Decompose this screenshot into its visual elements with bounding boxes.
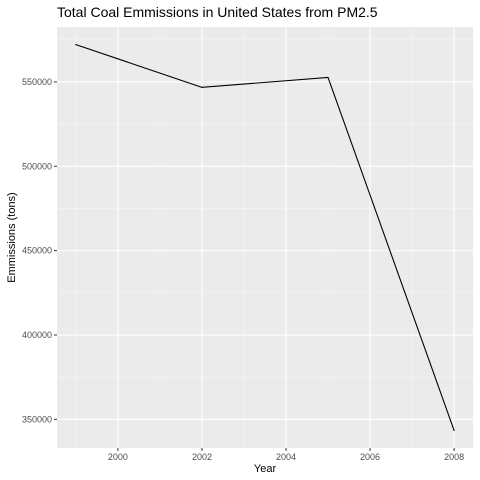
y-axis: 350000 400000 450000 500000 550000: [22, 77, 57, 424]
minor-grid: [57, 27, 473, 448]
y-tick-label: 550000: [22, 77, 52, 87]
y-tick-label: 350000: [22, 414, 52, 424]
data-point: [75, 44, 77, 46]
emissions-line: [75, 44, 455, 431]
x-tick-label: 2000: [108, 452, 128, 462]
x-tick-label: 2006: [360, 452, 380, 462]
data-point: [453, 429, 455, 431]
y-tick-label: 500000: [22, 161, 52, 171]
data-point: [327, 76, 329, 79]
x-tick-label: 2004: [276, 452, 296, 462]
x-axis: 2000 2002 2004 2006 2008: [108, 448, 464, 462]
chart-title: Total Coal Emmissions in United States f…: [57, 4, 378, 20]
y-tick-label: 400000: [22, 330, 52, 340]
data-point: [201, 86, 203, 88]
x-tick-label: 2002: [192, 452, 212, 462]
x-axis-title: Year: [254, 463, 277, 475]
y-tick-label: 450000: [22, 246, 52, 256]
y-axis-title: Emmissions (tons): [6, 192, 18, 282]
plot-panel: [57, 27, 473, 448]
major-grid: [57, 27, 473, 448]
x-tick-label: 2008: [444, 452, 464, 462]
series-layer: [75, 44, 455, 431]
